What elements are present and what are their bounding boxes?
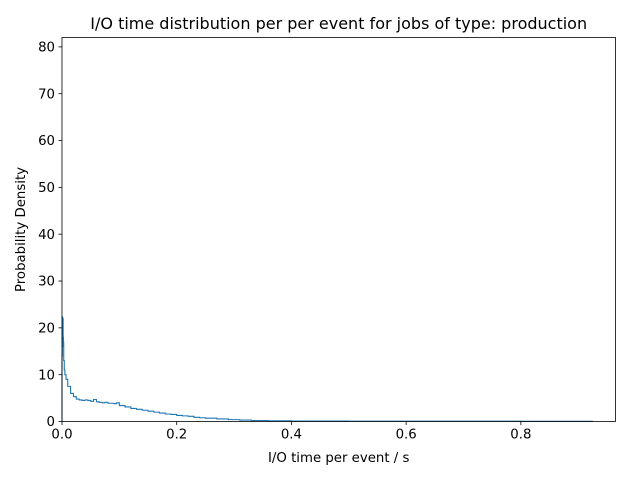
y-tick-label: 60 xyxy=(38,134,55,149)
plot-frame xyxy=(61,37,616,422)
y-tick-label: 40 xyxy=(38,228,55,243)
x-tick-label: 0.0 xyxy=(51,428,72,443)
x-axis-title: I/O time per event / s xyxy=(268,451,409,466)
y-tick-label: 50 xyxy=(38,181,55,196)
chart-title: I/O time distribution per per event for … xyxy=(90,14,587,33)
y-tick-label: 70 xyxy=(38,87,55,102)
plot-area xyxy=(61,316,594,422)
x-tick-label: 0.4 xyxy=(281,428,302,443)
y-tick-label: 30 xyxy=(38,275,55,290)
x-tick-label: 0.6 xyxy=(396,428,417,443)
x-tick-label: 0.2 xyxy=(166,428,187,443)
y-tick-label: 10 xyxy=(38,368,55,383)
y-axis-ticks: 0 10 20 30 40 50 60 70 80 xyxy=(38,41,62,430)
x-axis-ticks: 0.0 0.2 0.4 0.6 0.8 xyxy=(51,421,531,443)
y-tick-label: 80 xyxy=(38,41,55,56)
y-tick-label: 20 xyxy=(38,322,55,337)
y-tick-label: 0 xyxy=(47,415,55,430)
series-step-line xyxy=(61,316,594,422)
y-axis-title: Probability Density xyxy=(14,167,29,292)
x-tick-label: 0.8 xyxy=(510,428,531,443)
